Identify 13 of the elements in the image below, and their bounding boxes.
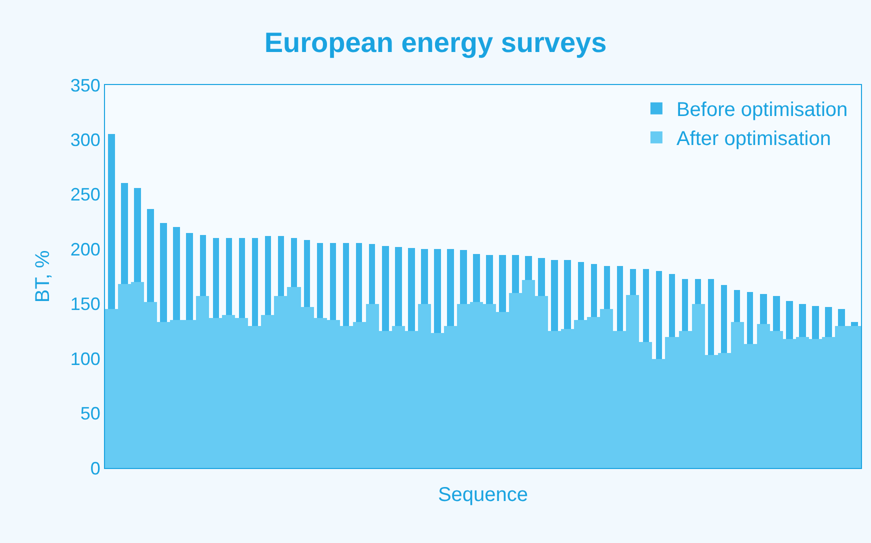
y-tick-label: 100	[70, 348, 100, 369]
y-axis-title: BT, %	[32, 250, 54, 303]
y-tick-label: 50	[80, 404, 100, 424]
y-tick-label: 300	[70, 130, 100, 150]
legend-label: Before optimisation	[676, 99, 848, 122]
y-tick-label: 250	[70, 184, 100, 205]
x-axis-title: Sequence	[438, 484, 528, 506]
chart-title: European energy surveys	[264, 27, 607, 58]
y-tick-label: 350	[70, 75, 100, 96]
y-tick-label: 200	[70, 239, 100, 260]
y-tick-label: 0	[90, 458, 100, 478]
legend-label: After optimisation	[676, 128, 831, 150]
y-tick-label: 150	[70, 294, 100, 314]
